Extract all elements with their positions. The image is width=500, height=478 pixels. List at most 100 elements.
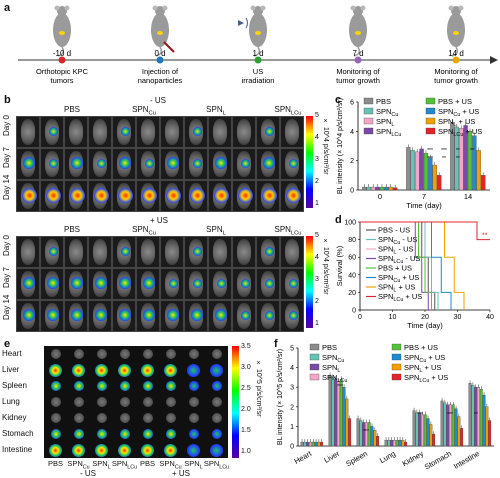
bl-signal-blob	[240, 310, 250, 320]
mouse-head	[253, 6, 263, 16]
mouse-bl-image	[208, 116, 232, 148]
organ-bl-image	[49, 363, 62, 377]
panel-b-row-label: Day 14	[2, 174, 11, 200]
mouse-bl-image	[280, 180, 304, 212]
organ-bl-image	[119, 397, 130, 407]
organ-bl-image	[188, 429, 199, 439]
mouse-ear	[260, 5, 266, 11]
x-tick-label: 10	[389, 314, 397, 321]
organ-bl-image	[211, 413, 222, 423]
bar	[311, 441, 315, 447]
bar	[428, 157, 433, 191]
legend-swatch	[363, 117, 374, 125]
bar	[410, 150, 415, 191]
mouse-bl-image	[232, 148, 256, 180]
legend-swatch	[391, 343, 402, 351]
organ-bl-image	[73, 381, 84, 391]
colorbar-tick: 1.0	[241, 448, 251, 455]
colorbar-tick: 3	[315, 276, 319, 283]
mouse-bl-image	[16, 300, 40, 332]
organ-bl-image	[119, 381, 130, 391]
timeline-dot	[354, 56, 362, 64]
organ-group-label: SPNL	[184, 459, 203, 471]
panel-b-group-label: SPNL	[206, 225, 226, 237]
organ-bl-image	[72, 443, 85, 457]
panel-b-row-label: Day 14	[2, 294, 11, 320]
bar	[371, 186, 376, 191]
organ-bl-image	[96, 429, 107, 439]
legend-label: SPNCu + US	[404, 353, 445, 364]
organ-bl-image	[165, 397, 176, 407]
mouse-ear	[152, 5, 158, 11]
mouse-bl-image	[64, 116, 88, 148]
mouse-bl-image	[232, 236, 256, 268]
significance-mark: **	[482, 233, 488, 240]
mouse-bl-image	[208, 300, 232, 332]
bar	[384, 186, 389, 191]
bar	[345, 398, 349, 447]
organ-bl-image	[50, 429, 61, 439]
organ-bl-image	[119, 429, 130, 439]
organ-bl-image	[142, 397, 153, 407]
panel-b-group-label: SPNLCu	[274, 105, 302, 117]
bar	[317, 441, 321, 447]
bl-signal-blob	[47, 309, 59, 321]
mouse-bl-image	[160, 180, 184, 212]
panel-b-condition-title: - US	[150, 96, 166, 105]
x-tick-label: Lung	[378, 449, 397, 465]
bl-signal-blob	[263, 157, 275, 169]
timeline-mice	[53, 5, 465, 57]
x-tick-label: Spleen	[344, 449, 369, 468]
bar	[395, 439, 399, 447]
colorbar-tick: 3.5	[241, 343, 251, 350]
bar	[328, 375, 332, 447]
bar	[468, 383, 472, 447]
mouse-bl-image	[256, 116, 280, 148]
mouse-bl-image	[112, 236, 136, 268]
mouse-bl-image	[64, 300, 88, 332]
legend-label: SPNL	[376, 117, 394, 128]
y-tick-label: 0	[352, 308, 356, 315]
y-tick-label: 6	[350, 100, 354, 107]
bar	[320, 441, 324, 447]
x-tick-label: Intestine	[452, 449, 481, 471]
legend-label: SPNLCu	[322, 373, 347, 384]
organ-bl-image	[96, 381, 107, 391]
mouse-bl-image	[40, 236, 64, 268]
mouse-bl-image	[160, 148, 184, 180]
colorbar-tick: 5	[315, 112, 319, 119]
legend-swatch	[309, 373, 320, 381]
mouse-bl-image	[136, 268, 160, 300]
mouse-bl-image	[136, 116, 160, 148]
bar	[309, 441, 312, 447]
legend-swatch	[363, 97, 374, 105]
organ-bl-image	[73, 429, 84, 439]
x-tick-label: Stomach	[423, 449, 453, 472]
bar	[477, 387, 480, 447]
mouse-bl-image	[160, 116, 184, 148]
colorbar-tick: 4	[315, 134, 319, 141]
legend-label: PBS - US	[378, 226, 410, 235]
bar	[390, 439, 394, 447]
bl-signal-blob	[237, 187, 253, 203]
panel-e-organs: Heart Liver Spleen Lung Kidney Stomach Intesti…	[0, 338, 270, 478]
y-axis-label: Survival (%)	[335, 245, 344, 286]
legend-label: SPNCu + US	[378, 273, 419, 284]
legend-label: PBS + US	[438, 97, 472, 106]
bl-signal-blob	[288, 310, 298, 320]
bar	[423, 414, 427, 447]
bar	[440, 400, 444, 447]
bl-signal-blob	[165, 187, 181, 203]
organ-bl-image	[211, 349, 222, 359]
bl-signal-blob	[215, 309, 227, 321]
significance-mark: **	[470, 148, 474, 154]
mouse-bl-image	[88, 268, 112, 300]
timeline-day: 1 d	[252, 49, 263, 58]
bar	[443, 402, 447, 447]
organ-bl-image	[119, 349, 130, 359]
mouse-bl-image	[232, 180, 256, 212]
mouse-body	[349, 13, 367, 47]
bar	[479, 389, 483, 447]
mouse-bl-image	[184, 268, 208, 300]
mouse-bl-image	[16, 148, 40, 180]
